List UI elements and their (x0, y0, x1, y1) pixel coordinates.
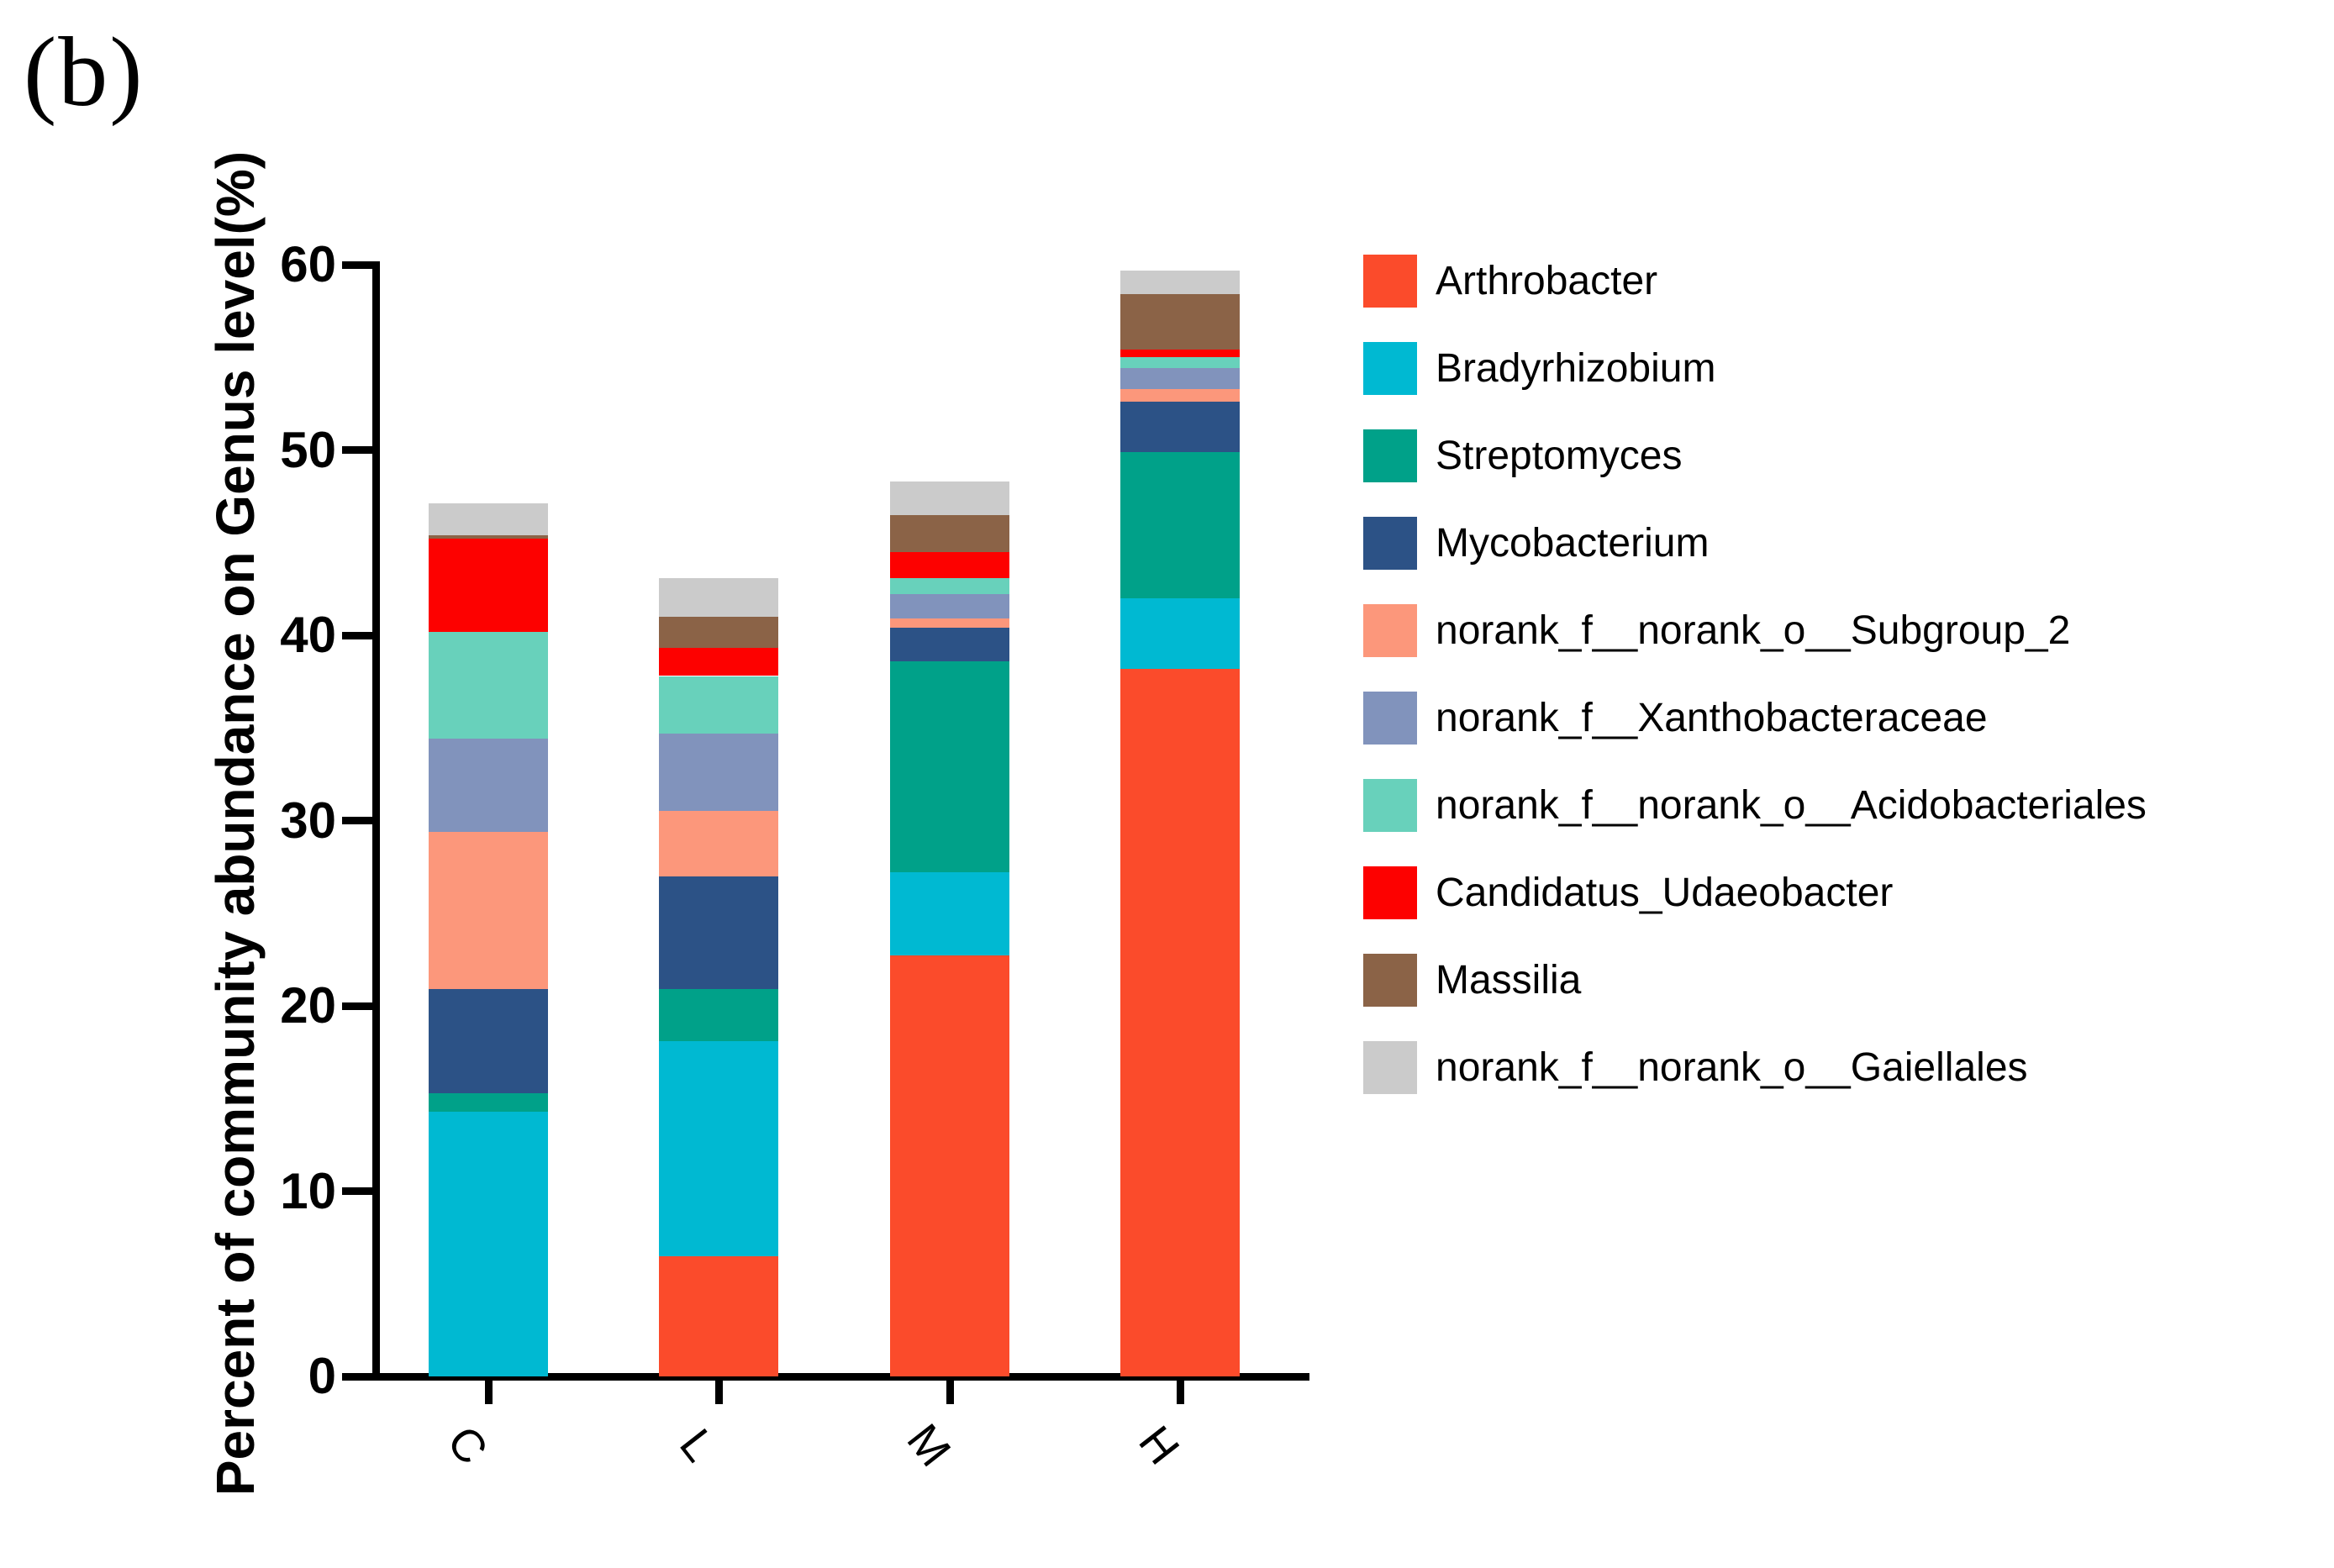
bar-segment-C-norank_f__norank_o__Gaiellales (429, 503, 548, 535)
bar-segment-H-norank_f__norank_o__Acidobacteriales (1120, 357, 1240, 369)
x-tick-label-M: M (897, 1414, 961, 1476)
bar-segment-L-norank_f__Xanthobacteraceae (659, 733, 778, 812)
bar-segment-M-Candidatus_Udaeobacter (890, 551, 1009, 578)
bar-segment-H-Streptomyces (1120, 451, 1240, 598)
bar-segment-H-norank_f__Xanthobacteraceae (1120, 368, 1240, 389)
bar-segment-M-norank_f__norank_o__Gaiellales (890, 481, 1009, 515)
legend-label: norank_f__norank_o__Subgroup_2 (1436, 608, 2071, 653)
x-tick (714, 1381, 723, 1404)
bar-segment-H-Mycobacterium (1120, 402, 1240, 452)
bar-segment-C-norank_f__Xanthobacteraceae (429, 739, 548, 832)
legend-swatch-norank_f__norank_o__Acidobacteriales (1363, 779, 1417, 832)
bar-segment-H-Arthrobacter (1120, 668, 1240, 1376)
bar-segment-L-Arthrobacter (659, 1255, 778, 1376)
x-tick (484, 1381, 493, 1404)
y-tick (342, 1372, 372, 1381)
bar-segment-L-Streptomyces (659, 989, 778, 1041)
legend-label: norank_f__Xanthobacteraceae (1436, 696, 1988, 740)
x-tick-label-C: C (437, 1417, 498, 1474)
legend-label: Mycobacterium (1436, 521, 1710, 566)
bar-segment-C-Candidatus_Udaeobacter (429, 539, 548, 632)
bar-segment-H-norank_f__norank_o__Gaiellales (1120, 270, 1240, 295)
legend-label: norank_f__norank_o__Acidobacteriales (1436, 783, 2147, 828)
y-tick-label: 50 (280, 421, 336, 478)
legend-swatch-norank_f__norank_o__Gaiellales (1363, 1041, 1417, 1094)
y-tick (342, 260, 372, 269)
legend-item: Mycobacterium (1363, 517, 2147, 570)
y-tick-label: 60 (280, 236, 336, 292)
legend-label: Candidatus_Udaeobacter (1436, 871, 1894, 915)
legend-swatch-Mycobacterium (1363, 517, 1417, 570)
bar-segment-L-Bradyrhizobium (659, 1040, 778, 1256)
bar-segment-L-norank_f__norank_o__Subgroup_2 (659, 811, 778, 876)
bar-segment-C-norank_f__norank_o__Subgroup_2 (429, 831, 548, 990)
bar-segment-L-norank_f__norank_o__Acidobacteriales (659, 676, 778, 734)
y-tick (342, 446, 372, 454)
bar-segment-C-Bradyrhizobium (429, 1111, 548, 1376)
x-tick (946, 1381, 954, 1404)
bar-segment-H-Massilia (1120, 294, 1240, 350)
bar-segment-M-Bradyrhizobium (890, 872, 1009, 956)
legend-label: norank_f__norank_o__Gaiellales (1436, 1045, 2028, 1090)
legend-swatch-Arthrobacter (1363, 255, 1417, 308)
y-tick (342, 631, 372, 639)
bar-segment-M-Massilia (890, 514, 1009, 552)
bar-segment-L-Candidatus_Udaeobacter (659, 648, 778, 676)
bar-segment-M-Arthrobacter (890, 955, 1009, 1376)
legend-label: Streptomyces (1436, 434, 1683, 478)
bar-segment-L-Massilia (659, 616, 778, 649)
bar-segment-M-Mycobacterium (890, 628, 1009, 661)
legend-item: norank_f__norank_o__Subgroup_2 (1363, 604, 2147, 657)
y-tick (342, 1002, 372, 1010)
y-tick-label: 10 (280, 1162, 336, 1219)
x-axis-line (346, 1373, 1309, 1381)
panel-label: (b) (24, 17, 145, 127)
bar-segment-M-Streptomyces (890, 660, 1009, 873)
legend-swatch-norank_f__Xanthobacteraceae (1363, 692, 1417, 745)
legend-item: Candidatus_Udaeobacter (1363, 866, 2147, 919)
legend-item: norank_f__Xanthobacteraceae (1363, 692, 2147, 745)
legend-item: Arthrobacter (1363, 255, 2147, 308)
legend-label: Arthrobacter (1436, 259, 1658, 303)
y-tick-label: 20 (280, 977, 336, 1034)
y-tick-label: 40 (280, 607, 336, 663)
bar-segment-H-Candidatus_Udaeobacter (1120, 350, 1240, 358)
y-tick-label: 30 (280, 792, 336, 849)
legend-swatch-Streptomyces (1363, 429, 1417, 482)
bar-segment-L-Mycobacterium (659, 876, 778, 990)
legend-item: Streptomyces (1363, 429, 2147, 482)
chart-legend: Arthrobacter Bradyrhizobium Streptomyces My… (1363, 255, 2147, 1129)
bar-segment-C-norank_f__norank_o__Acidobacteriales (429, 631, 548, 739)
y-axis-line (372, 261, 380, 1381)
legend-swatch-Massilia (1363, 954, 1417, 1007)
y-tick-label: 0 (308, 1348, 336, 1404)
bar-segment-C-Streptomyces (429, 1092, 548, 1112)
bar-segment-L-norank_f__norank_o__Gaiellales (659, 577, 778, 617)
bar-segment-M-norank_f__Xanthobacteraceae (890, 594, 1009, 619)
legend-item: Massilia (1363, 954, 2147, 1007)
legend-swatch-norank_f__norank_o__Subgroup_2 (1363, 604, 1417, 657)
legend-swatch-Candidatus_Udaeobacter (1363, 866, 1417, 919)
bar-segment-H-Bradyrhizobium (1120, 597, 1240, 669)
legend-label: Bradyrhizobium (1436, 346, 1716, 391)
x-tick-label-L: L (670, 1419, 725, 1471)
bar-segment-M-norank_f__norank_o__Subgroup_2 (890, 618, 1009, 629)
bar-segment-H-norank_f__norank_o__Subgroup_2 (1120, 388, 1240, 403)
x-tick-label-H: H (1129, 1417, 1189, 1474)
legend-item: Bradyrhizobium (1363, 342, 2147, 395)
legend-item: norank_f__norank_o__Acidobacteriales (1363, 779, 2147, 832)
bar-segment-M-norank_f__norank_o__Acidobacteriales (890, 577, 1009, 595)
bar-segment-C-Massilia (429, 534, 548, 539)
legend-swatch-Bradyrhizobium (1363, 342, 1417, 395)
y-tick (342, 817, 372, 824)
legend-item: norank_f__norank_o__Gaiellales (1363, 1041, 2147, 1094)
y-tick (342, 1187, 372, 1195)
legend-label: Massilia (1436, 958, 1582, 1002)
x-tick (1176, 1381, 1184, 1404)
bar-segment-C-Mycobacterium (429, 989, 548, 1093)
